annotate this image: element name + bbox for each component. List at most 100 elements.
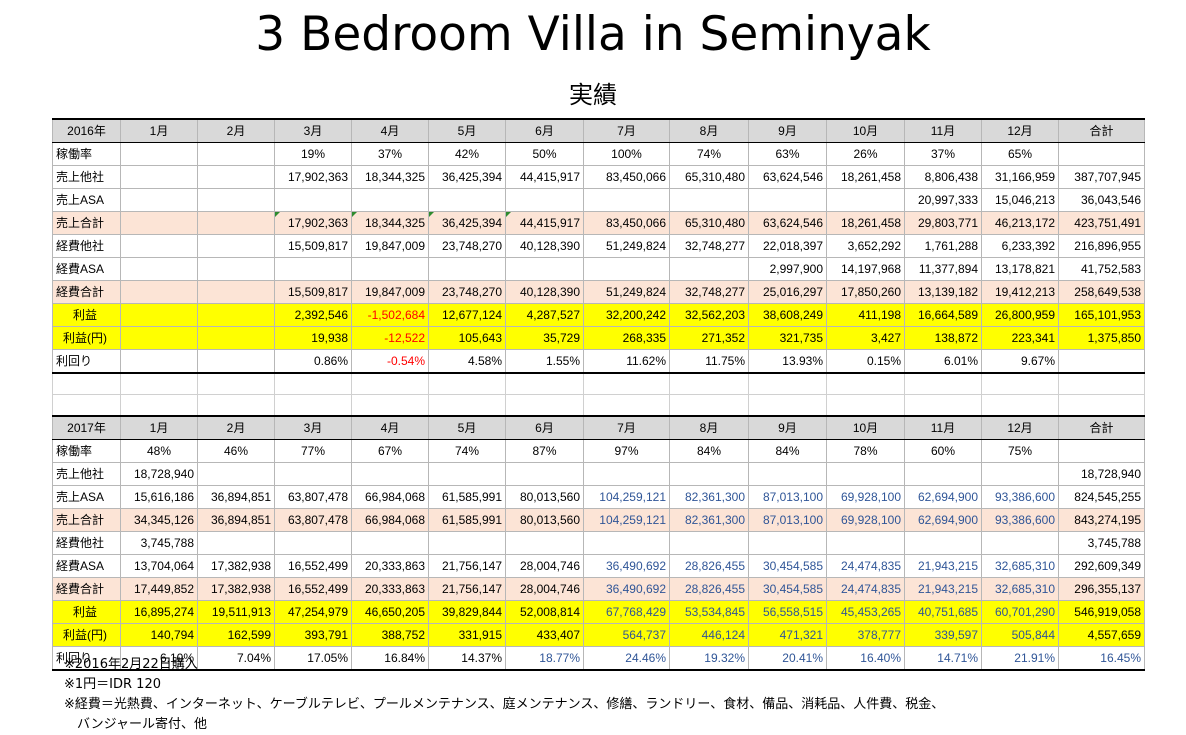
value-cell: 74% [428,439,506,463]
value-cell [583,462,670,486]
value-cell: 13,139,182 [904,280,982,304]
value-cell [120,257,198,281]
month-header: 9月 [748,118,827,143]
value-cell: 9.67% [981,349,1059,374]
value-cell: 104,259,121 [583,508,670,532]
month-header: 8月 [669,118,749,143]
value-cell: 29,803,771 [904,211,982,235]
empty-cell [904,372,982,395]
value-cell: 2,997,900 [748,257,827,281]
note-expenses: ※経費＝光熱費、インターネット、ケーブルテレビ、プールメンテナンス、庭メンテナン… [64,697,945,712]
value-cell: 15,509,817 [274,280,352,304]
row-sales-total: 売上合計 34,345,126 36,894,851 63,807,478 66,984… [52,508,1145,532]
month-header: 3月 [274,415,352,440]
value-cell: -0.54% [351,349,429,374]
value-cell: 20,997,333 [904,188,982,212]
value-cell: 17,902,363 [274,211,352,235]
value-cell: 433,407 [505,623,584,647]
value-cell [428,531,506,555]
value-cell [197,188,275,212]
value-cell: 30,454,585 [748,577,827,601]
note-exchange-rate: ※1円＝IDR 120 [64,677,161,692]
value-cell [505,188,584,212]
month-header: 2月 [197,415,275,440]
value-cell [826,188,905,212]
value-cell: 223,341 [981,326,1059,350]
page-subtitle: 実績 [569,81,617,109]
value-cell [583,531,670,555]
value-cell: 26,800,959 [981,303,1059,327]
value-cell: 17.05% [274,646,352,671]
value-cell [197,280,275,304]
value-cell: 62,694,900 [904,508,982,532]
empty-cell [826,372,905,395]
value-cell: 67,768,429 [583,600,670,624]
value-cell [428,257,506,281]
value-cell: 62,694,900 [904,485,982,509]
value-cell: 37% [351,142,429,166]
total-cell: 1,375,850 [1058,326,1145,350]
total-cell: 3,745,788 [1058,531,1145,555]
row-sales-other: 売上他社 17,902,363 18,344,325 36,425,394 44,415… [52,165,1145,189]
value-cell: 63,807,478 [274,508,352,532]
value-cell [748,462,827,486]
value-cell: 104,259,121 [583,485,670,509]
value-cell: 25,016,297 [748,280,827,304]
value-cell: 18,261,458 [826,165,905,189]
value-cell: 37% [904,142,982,166]
row-label: 利益(円) [52,326,121,350]
value-cell: 61,585,991 [428,485,506,509]
month-header: 2月 [197,118,275,143]
empty-cell [1058,394,1145,417]
empty-cell [52,394,121,417]
value-cell [904,531,982,555]
row-occupancy: 稼働率 48% 46% 77% 67% 74% 87% 97% 84% 84% 78% 60% 75% [52,439,1145,463]
value-cell: 63,624,546 [748,165,827,189]
row-exp-asa: 経費ASA 2,997,900 14,197,968 11,377,894 13,178… [52,257,1145,281]
total-cell: 843,274,195 [1058,508,1145,532]
value-cell: 23,748,270 [428,280,506,304]
value-cell [505,531,584,555]
value-cell: 66,984,068 [351,485,429,509]
total-cell: 546,919,058 [1058,600,1145,624]
value-cell: 18.77% [505,646,584,671]
row-label: 経費他社 [52,531,121,555]
empty-cell [669,372,749,395]
value-cell: 19,847,009 [351,234,429,258]
value-cell: 11.62% [583,349,670,374]
value-cell: 67% [351,439,429,463]
header-row: 2016年 1月 2月 3月 4月 5月 6月 7月 8月 9月 10月 11月 12月 合計 [52,118,1145,143]
value-cell [120,211,198,235]
value-cell [748,188,827,212]
row-label: 利回り [52,349,121,374]
value-cell: 51,249,824 [583,280,670,304]
value-cell: 11.75% [669,349,749,374]
value-cell [197,531,275,555]
value-cell [669,188,749,212]
value-cell [428,462,506,486]
value-cell: 87,013,100 [748,485,827,509]
month-header: 6月 [505,415,584,440]
value-cell: 17,382,938 [197,554,275,578]
value-cell: 65,310,480 [669,211,749,235]
value-cell: -1,502,684 [351,303,429,327]
value-cell: 60% [904,439,982,463]
month-header: 11月 [904,415,982,440]
value-cell: 46,213,172 [981,211,1059,235]
row-exp-other: 経費他社 15,509,817 19,847,009 23,748,270 40,128… [52,234,1145,258]
month-header: 5月 [428,415,506,440]
row-exp-other: 経費他社 3,745,788 3,745,788 [52,531,1145,555]
value-cell [274,188,352,212]
value-cell: 16,895,274 [120,600,198,624]
total-header: 合計 [1058,415,1145,440]
value-cell: 411,198 [826,303,905,327]
value-cell: 46,650,205 [351,600,429,624]
value-cell: 51,249,824 [583,234,670,258]
value-cell: 63,807,478 [274,485,352,509]
value-cell: 13.93% [748,349,827,374]
value-cell [981,531,1059,555]
empty-cell [120,394,198,417]
value-cell: 471,321 [748,623,827,647]
month-header: 10月 [826,118,905,143]
row-label: 利回り [52,646,121,671]
